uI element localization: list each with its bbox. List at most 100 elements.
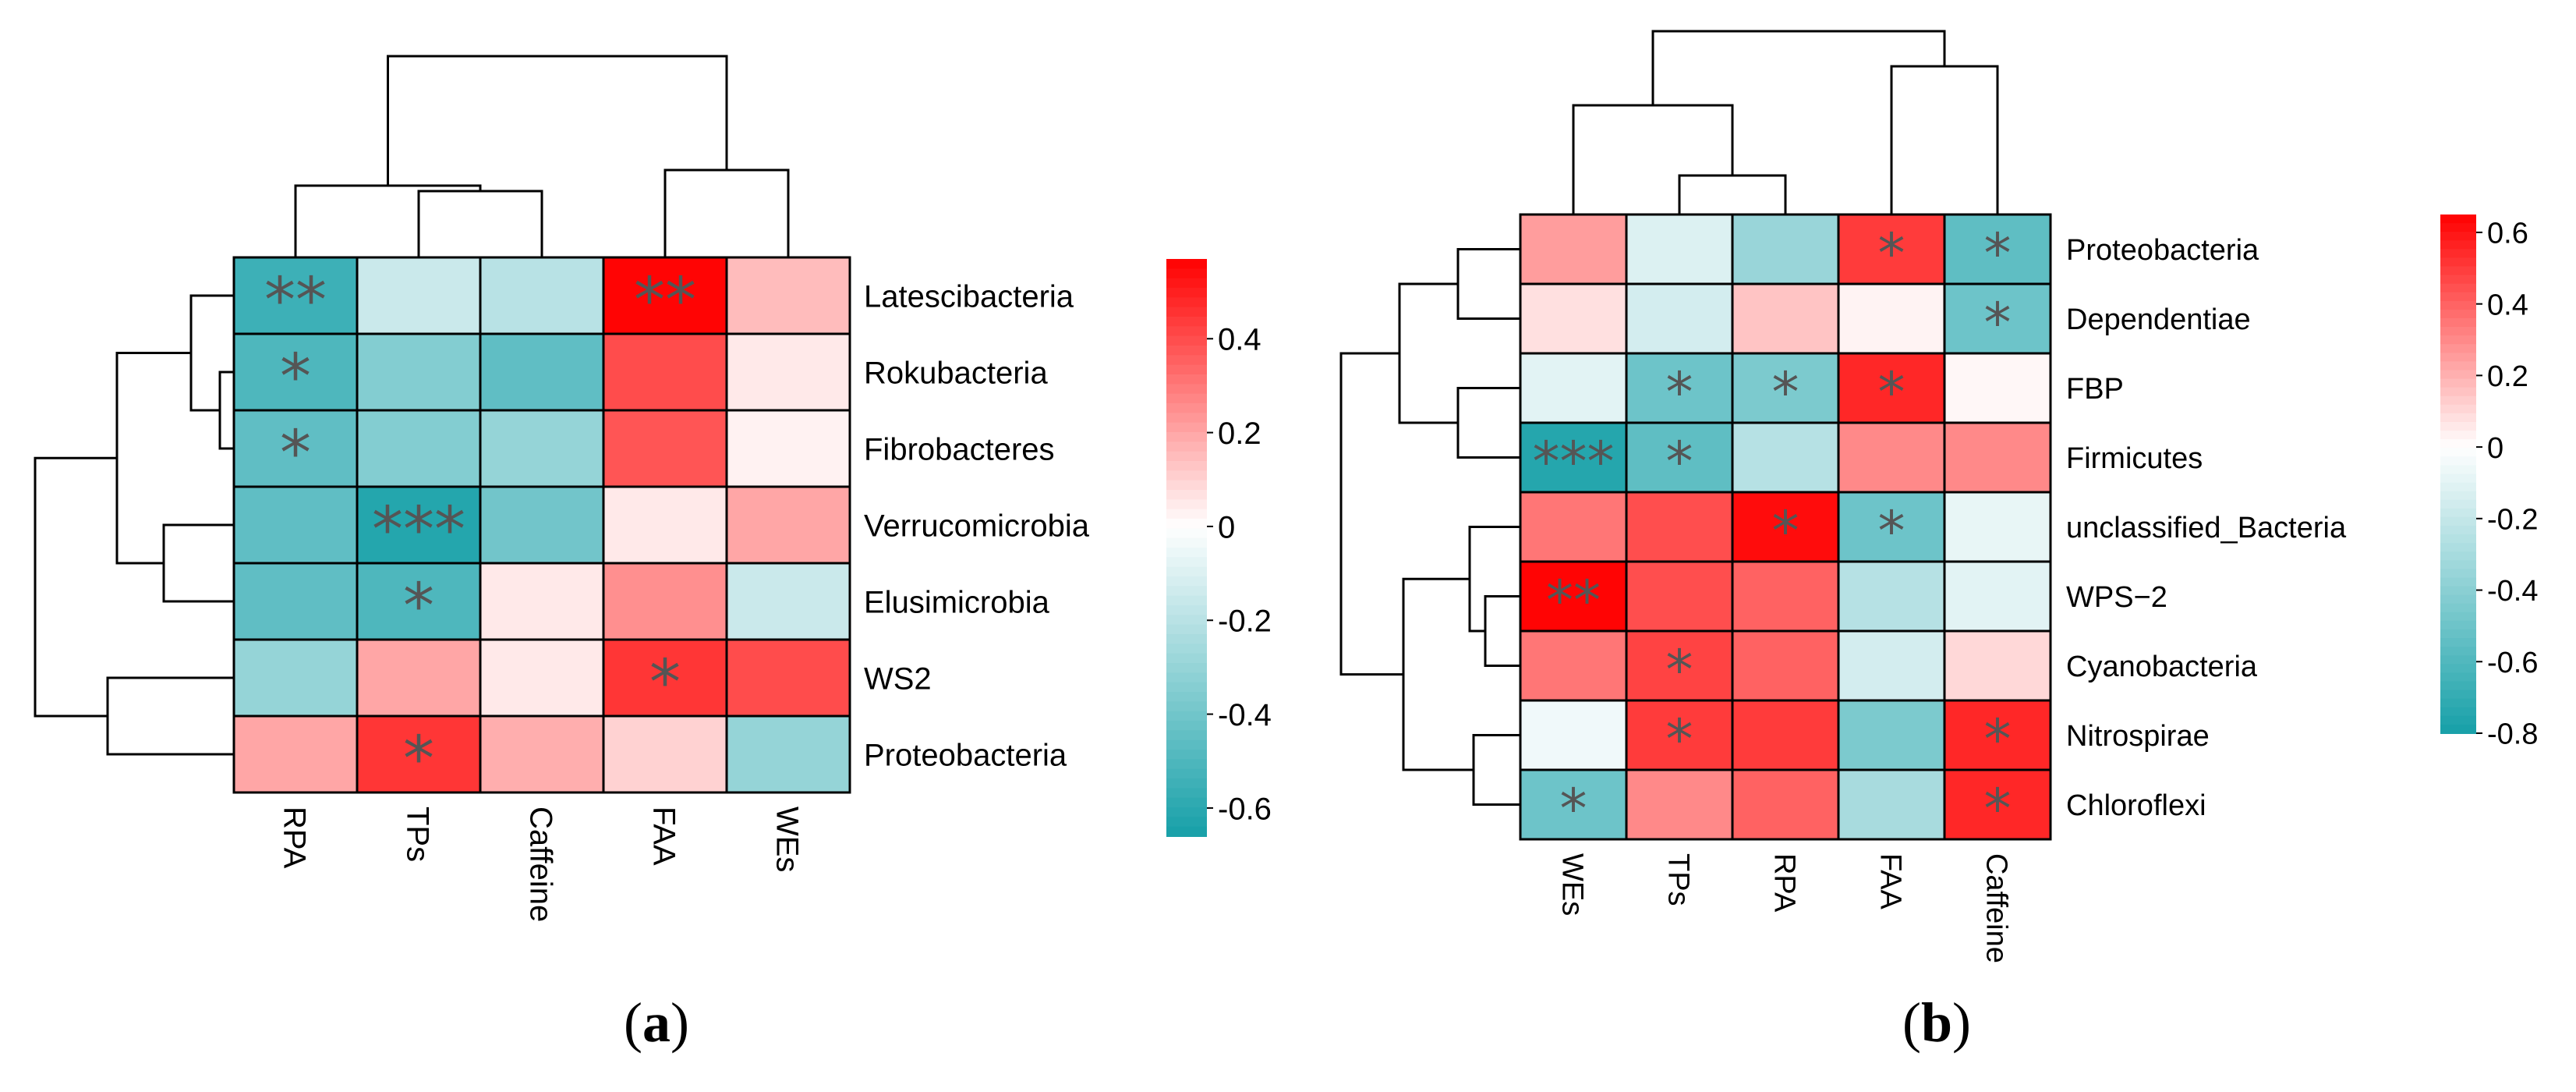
heatmap-b-star-r2-c2: * xyxy=(1772,360,1799,424)
colorbar-a-segment xyxy=(1166,288,1207,299)
row-dendrogram-a xyxy=(218,370,234,450)
heatmap-b-cell-r7-c0 xyxy=(1519,699,1628,771)
colorbar-a-segment xyxy=(1166,701,1207,712)
colorbar-b-segment xyxy=(2440,266,2476,276)
heatmap-b-cell-r4-c1 xyxy=(1625,491,1734,563)
heatmap-b-star-r2-c3: * xyxy=(1878,360,1905,424)
colorbar-b-tick-label: -0.2 xyxy=(2487,504,2538,537)
colorbar-a-segment xyxy=(1166,817,1207,828)
panel-label-a: (a) xyxy=(624,991,689,1054)
heatmap-a-cell-r6-c2 xyxy=(479,714,605,794)
row-dendrogram-b xyxy=(1339,352,1403,676)
colorbar-a-tick-label: -0.4 xyxy=(1218,698,1272,732)
colorbar-b-segment xyxy=(2440,257,2476,268)
col-dendrogram-a xyxy=(417,190,543,257)
colorbar-a-segment xyxy=(1166,317,1207,328)
colorbar-b-segment xyxy=(2440,327,2476,337)
heatmap-a-cell-r1-c1 xyxy=(356,332,482,412)
heatmap-b-cell-r5-c4 xyxy=(1943,560,2052,633)
heatmap-b-cell-r6-c3 xyxy=(1837,629,1946,702)
colorbar-a-segment xyxy=(1166,480,1207,491)
heatmap-a-cell-r1-c3 xyxy=(602,332,728,412)
colorbar-b-segment xyxy=(2440,232,2476,242)
colorbar-a-segment xyxy=(1166,384,1207,395)
heatmap-a-cell-r3-c0 xyxy=(232,485,359,565)
heatmap-b-cell-r8-c2 xyxy=(1731,768,1840,841)
colorbar-a-segment xyxy=(1166,335,1207,346)
colorbar-b-segment xyxy=(2440,482,2476,492)
heatmap-a-row-label: Proteobacteria xyxy=(864,738,1067,772)
heatmap-b-row-label: Nitrospirae xyxy=(2066,720,2210,753)
colorbar-b-segment xyxy=(2440,283,2476,293)
heatmap-b-star-r1-c4: * xyxy=(1984,291,2012,355)
colorbar-b-segment xyxy=(2440,292,2476,302)
heatmap-b-star-r5-c0: ** xyxy=(1546,569,1601,633)
colorbar-b-segment xyxy=(2440,395,2476,406)
colorbar-b-segment xyxy=(2440,629,2476,640)
colorbar-b-segment xyxy=(2440,491,2476,501)
heatmap-a-cell-r3-c3 xyxy=(602,485,728,565)
heatmap-a-cell-r0-c3 xyxy=(602,256,728,335)
row-dendrogram-a xyxy=(162,523,234,603)
heatmap-a-cell-r6-c0 xyxy=(232,714,359,794)
heatmap-a-cell-r4-c0 xyxy=(232,562,359,641)
heatmap-a-cell-r3-c4 xyxy=(725,485,851,565)
colorbar-b-segment xyxy=(2440,422,2476,432)
col-dendrogram-a xyxy=(387,55,728,186)
colorbar-b-segment xyxy=(2440,275,2476,285)
colorbar-b-segment xyxy=(2440,456,2476,466)
heatmap-b-cell-r2-c4 xyxy=(1943,352,2052,424)
heatmap-a-row-label: Rokubacteria xyxy=(864,356,1048,390)
colorbar-b-tick-label: -0.6 xyxy=(2487,647,2538,679)
heatmap-b-col-label: WEs xyxy=(1555,853,1588,916)
colorbar-b-segment xyxy=(2440,240,2476,250)
row-dendrogram-b xyxy=(1456,387,1520,459)
heatmap-b-row-label: unclassified_Bacteria xyxy=(2066,512,2347,544)
heatmap-b-cell-r3-c4 xyxy=(1943,421,2052,494)
heatmap-b-cell-r7-c3 xyxy=(1837,699,1946,771)
colorbar-a-segment xyxy=(1166,509,1207,519)
colorbar-b-segment xyxy=(2440,715,2476,725)
heatmap-a-star-r0-c3: ** xyxy=(634,264,696,337)
heatmap-b-cell-r5-c2 xyxy=(1731,560,1840,633)
row-dendrogram-a xyxy=(115,352,191,565)
heatmap-b-cell-r3-c3 xyxy=(1837,421,1946,494)
heatmap-b-cell-r1-c1 xyxy=(1625,282,1734,355)
colorbar-a-segment xyxy=(1166,557,1207,568)
colorbar-a-tick-label: 0.4 xyxy=(1218,323,1261,357)
col-dendrogram-a xyxy=(294,184,482,257)
heatmap-b-row-label: FBP xyxy=(2066,373,2124,406)
colorbar-a-segment xyxy=(1166,566,1207,577)
heatmap-a-star-r3-c1: *** xyxy=(372,494,465,566)
colorbar-b-segment xyxy=(2440,335,2476,346)
colorbar-a-tick-label: -0.6 xyxy=(1218,792,1272,826)
heatmap-b-cell-r6-c2 xyxy=(1731,629,1840,702)
colorbar-a-segment xyxy=(1166,586,1207,597)
heatmap-a-col-label: TPs xyxy=(401,807,435,862)
colorbar-a-segment xyxy=(1166,653,1207,664)
colorbar-b-segment xyxy=(2440,638,2476,648)
colorbar-b-segment xyxy=(2440,439,2476,449)
col-dendrogram-a xyxy=(663,168,790,257)
heatmap-a-cell-r4-c2 xyxy=(479,562,605,641)
row-dendrogram-a xyxy=(34,456,117,718)
heatmap-b-cell-r2-c0 xyxy=(1519,352,1628,424)
colorbar-b-segment xyxy=(2440,534,2476,544)
heatmap-a-col-label: RPA xyxy=(278,807,312,869)
colorbar-a-segment xyxy=(1166,490,1207,501)
heatmap-a-cell-r1-c4 xyxy=(725,332,851,412)
colorbar-a-segment xyxy=(1166,326,1207,337)
colorbar-a-segment xyxy=(1166,634,1207,645)
colorbar-a-tick-label: -0.2 xyxy=(1218,604,1272,639)
colorbar-b-segment xyxy=(2440,249,2476,259)
heatmap-b-col-label: FAA xyxy=(1874,853,1906,909)
heatmap-b-cell-r5-c3 xyxy=(1837,560,1946,633)
heatmap-b-cell-r0-c4 xyxy=(1943,213,2052,285)
colorbar-b-segment xyxy=(2440,707,2476,717)
heatmap-b-star-r0-c3: * xyxy=(1878,222,1905,285)
heatmap-b-row-label: Cyanobacteria xyxy=(2066,651,2258,683)
colorbar-a-segment xyxy=(1166,605,1207,616)
heatmap-b-row-label: Firmicutes xyxy=(2066,442,2203,475)
col-dendrogram-b xyxy=(1678,174,1787,214)
heatmap-a-cell-r4-c1 xyxy=(356,562,482,641)
